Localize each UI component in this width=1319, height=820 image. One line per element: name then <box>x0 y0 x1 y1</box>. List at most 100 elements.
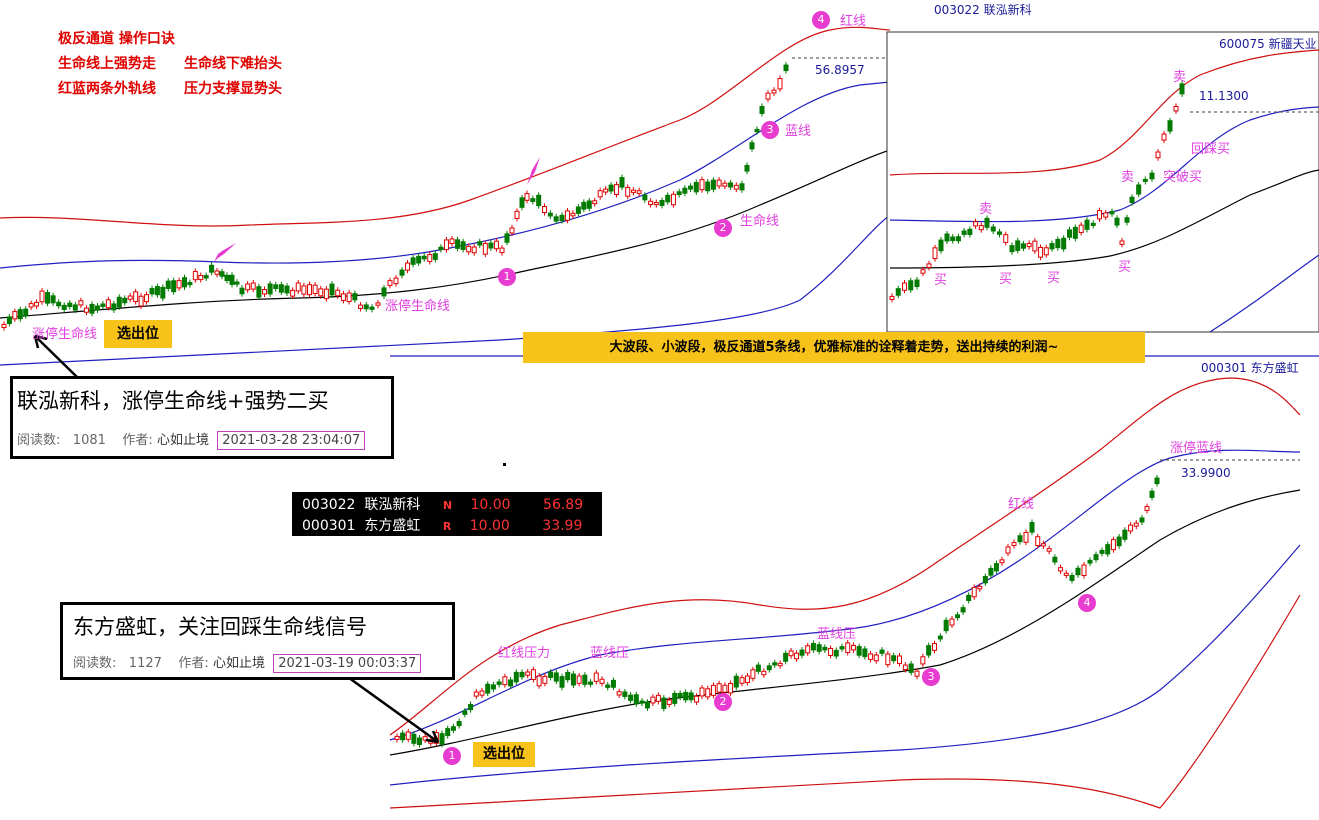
bottom-candle <box>1069 574 1075 581</box>
article-2-date: 2021-03-19 00:03:37 <box>273 654 422 673</box>
bottom-label-red-line: 红线 <box>1008 497 1035 512</box>
bottom-candle <box>993 563 999 572</box>
top-candle <box>229 274 235 285</box>
top-candle <box>597 190 603 198</box>
top-candle <box>619 177 625 188</box>
bottom-candle <box>988 567 994 576</box>
top-candle <box>636 190 642 194</box>
top-red-upper-line <box>0 26 891 227</box>
inset-red-line <box>889 49 1319 176</box>
inset-candle <box>1009 245 1015 253</box>
bottom-candle <box>1029 522 1035 533</box>
bottom-red-upper-line <box>389 377 1301 736</box>
bottom-label-blue-pressure2: 蓝线压 <box>817 627 857 642</box>
bottom-candle <box>705 688 711 698</box>
top-candle <box>358 304 364 309</box>
inset-candle <box>1155 151 1161 159</box>
top-candle <box>144 294 150 303</box>
top-candle <box>432 253 438 260</box>
top-candle <box>504 233 510 243</box>
top-candle <box>245 283 251 291</box>
article-1-reads: 1081 <box>72 433 106 448</box>
bottom-candle <box>1075 567 1081 576</box>
ticker-1-flag: N <box>442 499 453 512</box>
bottom-candle <box>902 664 908 671</box>
bottom-candle <box>1058 567 1064 572</box>
ticker-2-name: 东方盛虹 <box>364 518 421 534</box>
inset-candle <box>1109 210 1115 215</box>
article-2-title[interactable]: 东方盛虹，关注回踩生命线信号 <box>73 615 367 639</box>
arrows <box>33 334 440 744</box>
top-candle <box>716 179 722 187</box>
bottom-candle <box>1093 554 1099 561</box>
top-candle <box>482 242 488 255</box>
bottom-candle <box>502 676 508 686</box>
bottom-candle <box>733 675 739 688</box>
article-card-2[interactable]: 东方盛虹，关注回踩生命线信号 阅读数: 1127 作者: 心如止境 2021-0… <box>60 602 455 680</box>
inset-candle <box>1003 234 1009 243</box>
ticker-2-price: 33.99 <box>542 518 583 534</box>
inset-candle <box>984 217 990 228</box>
top-select-tag: 选出位 <box>104 320 172 348</box>
bottom-candle <box>605 684 611 688</box>
inset-candle <box>978 225 984 231</box>
arrow-bottom <box>344 673 439 744</box>
top-candle <box>722 182 728 187</box>
top-price-label: 56.8957 <box>815 63 865 77</box>
bottom-candle <box>1133 522 1139 527</box>
bottom-candle <box>850 644 856 651</box>
bottom-candle <box>816 644 822 652</box>
bottom-candle <box>1144 506 1150 511</box>
bottom-candle <box>891 655 897 662</box>
article-1-date: 2021-03-28 23:04:07 <box>217 431 366 450</box>
bottom-candle <box>926 645 932 656</box>
intro-line2b: 生命线下难抬头 <box>184 56 282 72</box>
top-candle <box>699 179 705 191</box>
bottom-candle <box>761 670 767 676</box>
top-candle <box>449 238 455 244</box>
bottom-candle <box>862 648 868 658</box>
inset-candle <box>955 236 961 242</box>
top-candle <box>256 286 262 298</box>
bottom-candle <box>677 692 683 698</box>
inset-candle <box>926 263 932 268</box>
bottom-candle <box>1046 548 1052 552</box>
bottom-candle <box>833 649 839 657</box>
ticker-1-name: 联泓新科 <box>364 497 421 513</box>
bottom-candle <box>879 649 885 654</box>
bottom-candle <box>570 673 576 686</box>
article-1-title[interactable]: 联泓新科，涨停生命线+强势二买 <box>17 389 329 413</box>
article-2-author-label: 作者: <box>178 656 209 671</box>
bottom-candle <box>599 678 605 684</box>
top-candle <box>592 200 598 205</box>
bottom-chart-lines <box>389 355 1319 809</box>
top-candle <box>122 297 128 304</box>
top-candle <box>381 287 387 297</box>
top-candle <box>187 281 193 286</box>
top-candle <box>670 193 676 206</box>
ticker-row-2[interactable]: 000301 东方盛虹 R 10.00 33.99 <box>302 515 582 535</box>
bottom-candle <box>1040 543 1046 547</box>
top-candle <box>581 201 587 210</box>
intro-line1: 极反通道 操作口诀 <box>58 31 175 47</box>
bottom-candle <box>885 653 891 666</box>
top-candle <box>688 185 694 190</box>
inset-blue-lower-line <box>1209 254 1319 333</box>
inset-candle <box>997 231 1002 235</box>
top-candle <box>363 304 369 310</box>
top-label-red-line: 红线 <box>840 14 867 29</box>
top-candle <box>564 210 570 221</box>
article-card-1[interactable]: 联泓新科，涨停生命线+强势二买 阅读数: 1081 作者: 心如止境 2021-… <box>10 376 394 459</box>
top-candle <box>234 281 240 285</box>
inset-candle <box>973 221 979 227</box>
inset-candle <box>1038 246 1044 258</box>
inset-candle <box>1072 226 1078 239</box>
inset-candle <box>1049 243 1055 250</box>
ticker-1-price: 56.89 <box>543 497 584 513</box>
bottom-blue-lower-line <box>389 544 1301 786</box>
inset-candle <box>1061 237 1067 250</box>
bottom-candle <box>644 701 650 709</box>
top-candle <box>771 89 777 94</box>
ticker-row-1[interactable]: 003022 联泓新科 N 10.00 56.89 <box>302 494 583 514</box>
top-candle <box>499 247 505 254</box>
